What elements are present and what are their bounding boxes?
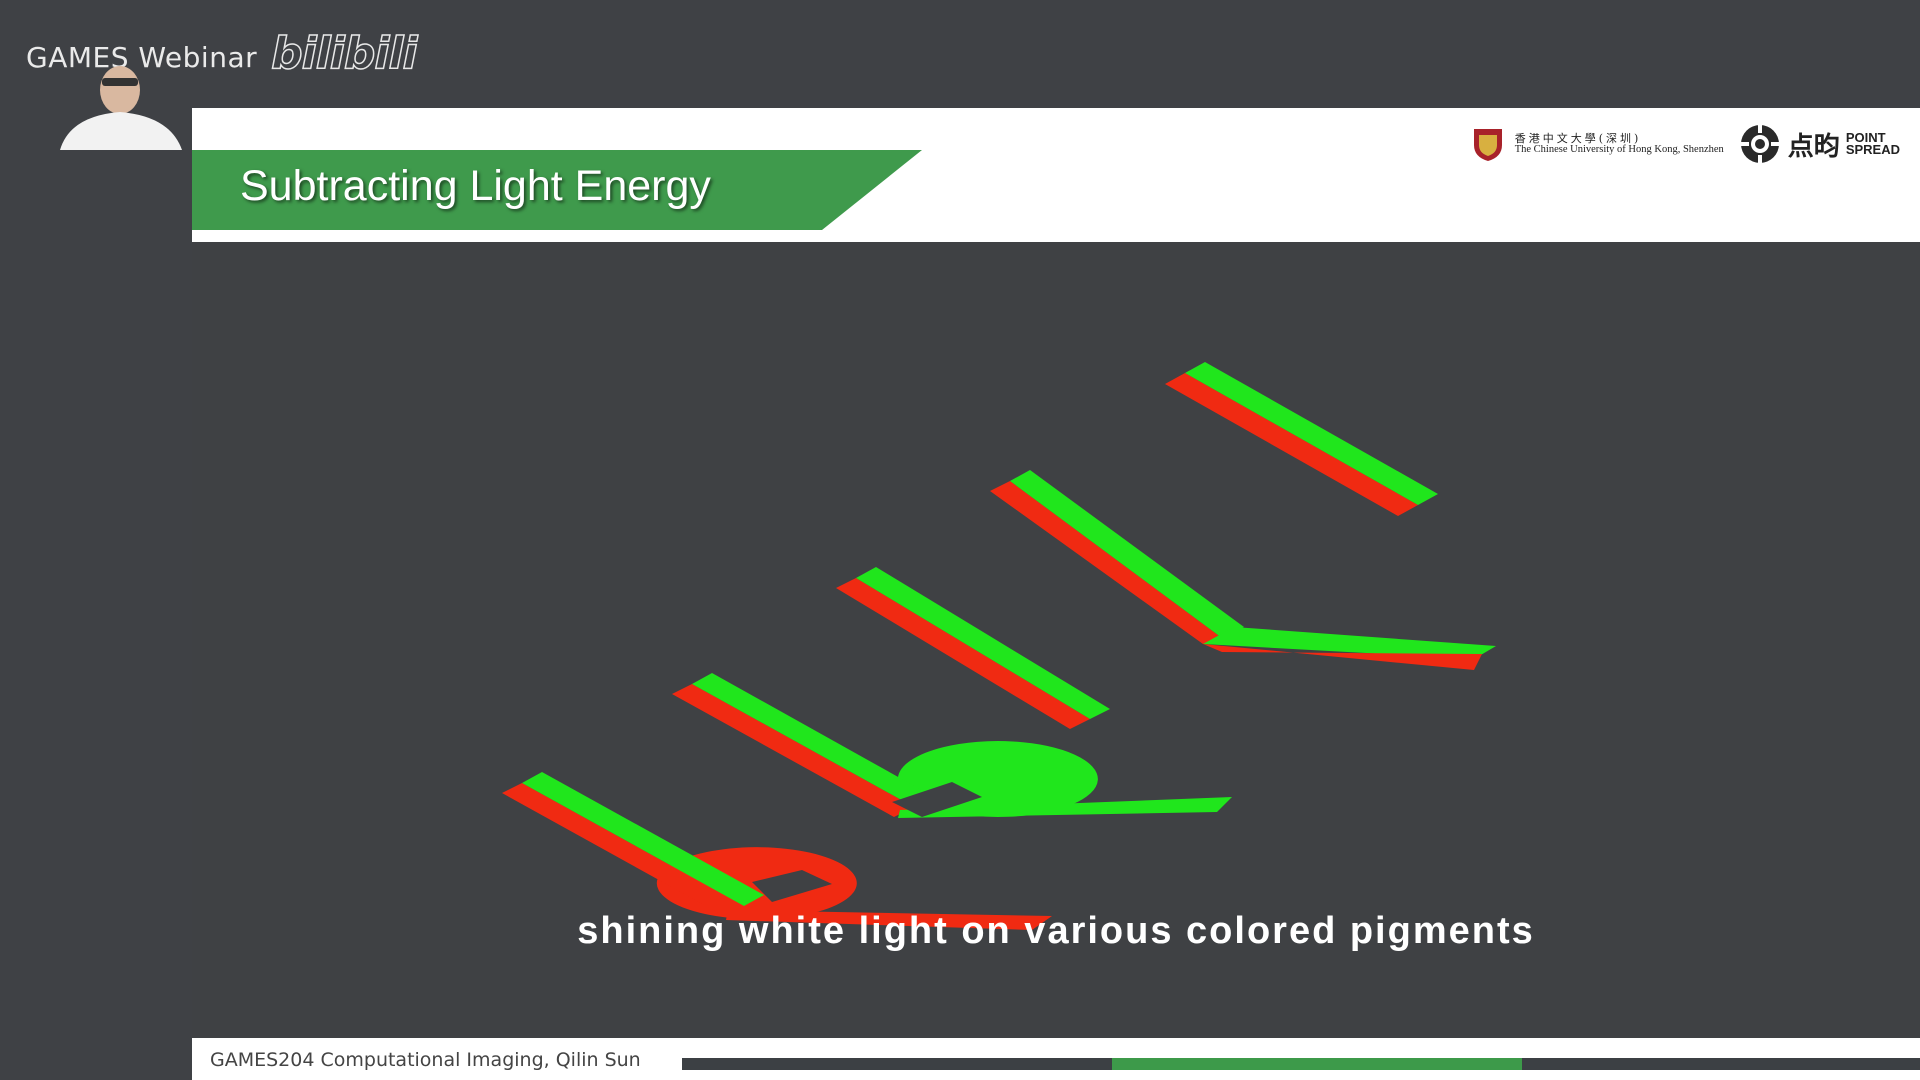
course-credit: GAMES204 Computational Imaging, Qilin Su…	[210, 1049, 641, 1071]
company-name-cn: 点昀	[1787, 131, 1840, 162]
light-ray-1	[1165, 362, 1438, 516]
cuhk-crest-icon	[1473, 129, 1502, 161]
watermark-text: GAMES Webinar	[26, 41, 258, 74]
presenter-figure	[60, 66, 182, 150]
company-name-line1: POINT	[1845, 129, 1886, 145]
slide-content	[192, 242, 1920, 1038]
aperture-icon	[1738, 123, 1781, 165]
stream-watermark: GAMES Webinar bilibili	[26, 27, 418, 80]
presenter-webcam	[0, 40, 192, 150]
sponsor-logos: 香港中文大學(深圳) The Chinese University of Hon…	[1469, 122, 1900, 166]
light-ray-3	[836, 567, 1110, 729]
light-ray-5-red-pigment	[502, 772, 1052, 930]
university-name-cn: 香港中文大學(深圳)	[1514, 131, 1642, 145]
slide-footer: GAMES204 Computational Imaging, Qilin Su…	[192, 1040, 1920, 1080]
pigment-illustration	[502, 362, 1496, 930]
footer-bar-accent	[1112, 1058, 1522, 1070]
bilibili-logo: bilibili	[270, 27, 418, 80]
title-banner	[192, 150, 922, 230]
university-name-en: The Chinese University of Hong Kong, She…	[1514, 144, 1724, 156]
slide-caption: shining white light on various colored p…	[577, 910, 1535, 952]
light-ray-2	[990, 470, 1496, 670]
slide: 香港中文大學(深圳) The Chinese University of Hon…	[192, 108, 1920, 1080]
company-name-line2: SPREAD	[1845, 142, 1900, 157]
cuhk-sz-logo: 香港中文大學(深圳) The Chinese University of Hon…	[1469, 125, 1724, 163]
slide-title: Subtracting Light Energy	[240, 162, 711, 210]
light-ray-4-green-pigment	[672, 673, 1232, 818]
pointspread-logo: 点昀 POINT SPREAD	[1738, 122, 1900, 166]
